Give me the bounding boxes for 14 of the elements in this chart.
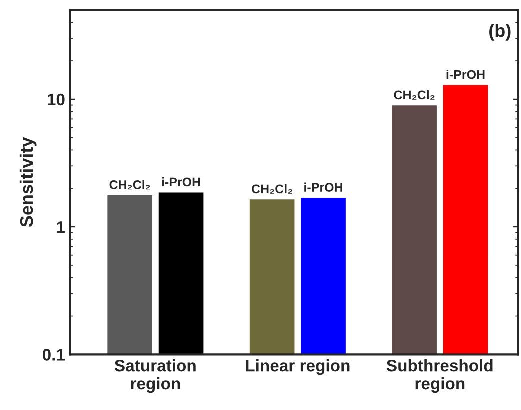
text: CH₂Cl₂ <box>252 184 292 194</box>
y-tick-label: 10 <box>48 94 65 106</box>
text: i-PrOH <box>162 177 200 187</box>
x-tick-label: Saturation region <box>114 360 196 394</box>
y-tick-label: 1 <box>57 222 66 234</box>
text: CH₂Cl₂ <box>394 90 435 100</box>
x-tick-label: Linear region <box>246 360 350 376</box>
y-tick-label: 0.1 <box>42 349 66 361</box>
text: i-PrOH <box>446 70 485 80</box>
series-label: i-PrOH <box>304 182 342 192</box>
x-tick-label: Subthreshold region <box>386 360 493 394</box>
y-axis-title: Sensitivity <box>20 137 37 228</box>
annotation: (b) <box>490 24 511 41</box>
series-label: CH₂Cl₂ <box>110 180 150 190</box>
